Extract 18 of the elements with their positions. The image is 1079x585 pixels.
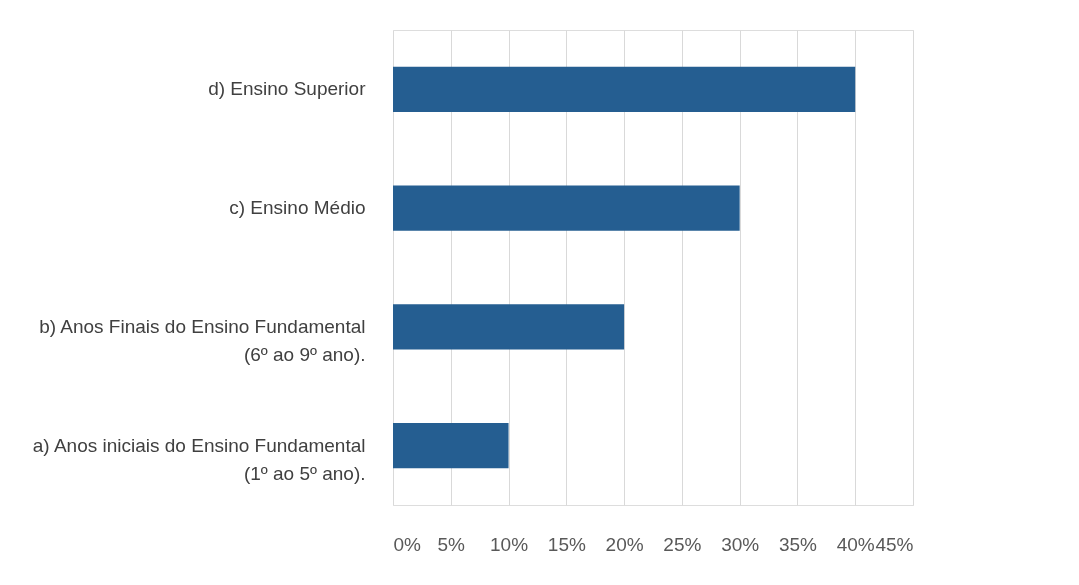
y-tick-label: b) Anos Finais do Ensino Fundamental (6º ao 9º ano). — [39, 315, 366, 365]
x-tick-label: 35% — [778, 533, 818, 555]
x-tick-label: 15% — [547, 533, 586, 555]
x-tick-label: 5% — [437, 533, 466, 555]
bar — [393, 304, 625, 350]
x-tick-label: 20% — [605, 533, 644, 555]
bar — [393, 423, 509, 469]
x-tick-label: 0% — [393, 533, 422, 555]
x-tick-label: 45% — [875, 533, 914, 555]
y-tick-label: d) Ensino Superior — [208, 78, 367, 100]
bar — [393, 66, 856, 112]
x-tick-label: 25% — [663, 533, 702, 555]
y-tick-label: a) Anos iniciais do Ensino Fundamental (1º ao 5º ano). — [32, 434, 366, 484]
x-tick-label: 10% — [490, 533, 529, 555]
bar — [393, 185, 740, 231]
y-tick-label: c) Ensino Médio — [229, 197, 366, 219]
x-tick-label: 30% — [721, 533, 760, 555]
x-tick-label: 40% — [836, 533, 875, 555]
